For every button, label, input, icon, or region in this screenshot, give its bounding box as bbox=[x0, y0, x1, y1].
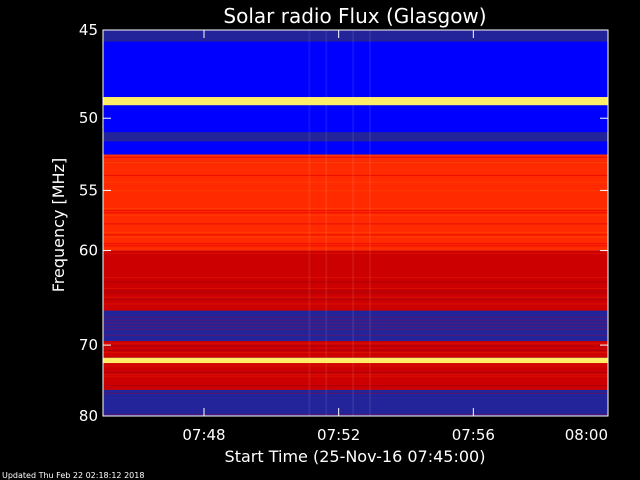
band-1 bbox=[103, 41, 608, 98]
band-texture bbox=[103, 156, 608, 158]
band-texture bbox=[103, 328, 608, 330]
y-tick-label-50: 50 bbox=[79, 109, 98, 127]
band-texture bbox=[103, 290, 608, 292]
y-tick-label-70: 70 bbox=[79, 336, 98, 354]
band-0 bbox=[103, 30, 608, 42]
band-texture bbox=[103, 214, 608, 216]
axes: 45 50 55 60 70 80 07:48 07:52 07:56 08:00 bbox=[79, 21, 609, 444]
band-texture bbox=[103, 181, 608, 183]
band-13 bbox=[103, 389, 608, 416]
y-tick-label-80: 80 bbox=[79, 407, 98, 425]
y-axis-label: Frequency [MHz] bbox=[49, 158, 68, 292]
band-texture bbox=[103, 371, 608, 373]
interference-streak-2 bbox=[352, 30, 355, 416]
band-texture bbox=[103, 243, 608, 245]
band-texture bbox=[103, 334, 608, 336]
band-texture bbox=[103, 303, 608, 305]
interference-streak-1 bbox=[325, 30, 328, 416]
band-texture bbox=[103, 232, 608, 234]
band-6 bbox=[103, 154, 608, 162]
band-5 bbox=[103, 141, 608, 155]
band-texture bbox=[103, 245, 608, 247]
band-texture bbox=[103, 392, 608, 394]
band-texture bbox=[103, 322, 608, 324]
band-texture bbox=[103, 343, 608, 345]
x-tick-label-07:56: 07:56 bbox=[452, 426, 495, 444]
band-texture bbox=[103, 207, 608, 209]
band-texture bbox=[103, 363, 608, 365]
band-texture bbox=[103, 385, 608, 387]
footer-updated-text: Updated Thu Feb 22 02:18:12 2018 bbox=[2, 471, 144, 480]
band-texture bbox=[103, 376, 608, 378]
band-texture bbox=[103, 413, 608, 415]
band-texture bbox=[103, 374, 608, 376]
band-texture bbox=[103, 352, 608, 354]
band-10 bbox=[103, 341, 608, 358]
band-texture bbox=[103, 190, 608, 192]
interference-streak-0 bbox=[308, 30, 311, 416]
band-texture bbox=[103, 210, 608, 212]
band-texture bbox=[103, 252, 608, 254]
y-tick-label-60: 60 bbox=[79, 242, 98, 260]
band-texture bbox=[103, 236, 608, 238]
band-texture bbox=[103, 325, 608, 327]
band-texture bbox=[103, 292, 608, 294]
band-7 bbox=[103, 161, 608, 251]
band-texture bbox=[103, 212, 608, 214]
chart-title: Solar radio Flux (Glasgow) bbox=[223, 4, 486, 28]
band-texture bbox=[103, 234, 608, 236]
band-texture bbox=[103, 223, 608, 225]
band-2 bbox=[103, 97, 608, 106]
band-texture bbox=[103, 296, 608, 298]
band-texture bbox=[103, 298, 608, 300]
band-texture bbox=[103, 316, 608, 318]
band-texture bbox=[103, 281, 608, 283]
y-tick-label-55: 55 bbox=[79, 181, 98, 199]
band-texture bbox=[103, 174, 608, 176]
plot-frame bbox=[102, 29, 609, 417]
band-texture bbox=[103, 287, 608, 289]
x-tick-label-07:52: 07:52 bbox=[317, 426, 360, 444]
band-texture bbox=[103, 161, 608, 163]
band-4 bbox=[103, 132, 608, 142]
band-texture bbox=[103, 349, 608, 351]
x-tick-label-07:48: 07:48 bbox=[182, 426, 225, 444]
band-3 bbox=[103, 105, 608, 133]
x-tick-label-08:00: 08:00 bbox=[565, 426, 608, 444]
band-texture bbox=[103, 319, 608, 321]
interference-streak-3 bbox=[368, 30, 371, 416]
y-tick-label-45: 45 bbox=[79, 21, 98, 39]
band-texture bbox=[103, 154, 608, 156]
band-texture bbox=[103, 249, 608, 251]
band-texture bbox=[103, 276, 608, 278]
band-texture bbox=[103, 365, 608, 367]
band-8 bbox=[103, 250, 608, 311]
x-axis-label: Start Time (25-Nov-16 07:45:00) bbox=[225, 447, 486, 466]
heatmap-area bbox=[103, 30, 608, 416]
band-texture bbox=[103, 345, 608, 347]
band-11 bbox=[103, 357, 608, 364]
